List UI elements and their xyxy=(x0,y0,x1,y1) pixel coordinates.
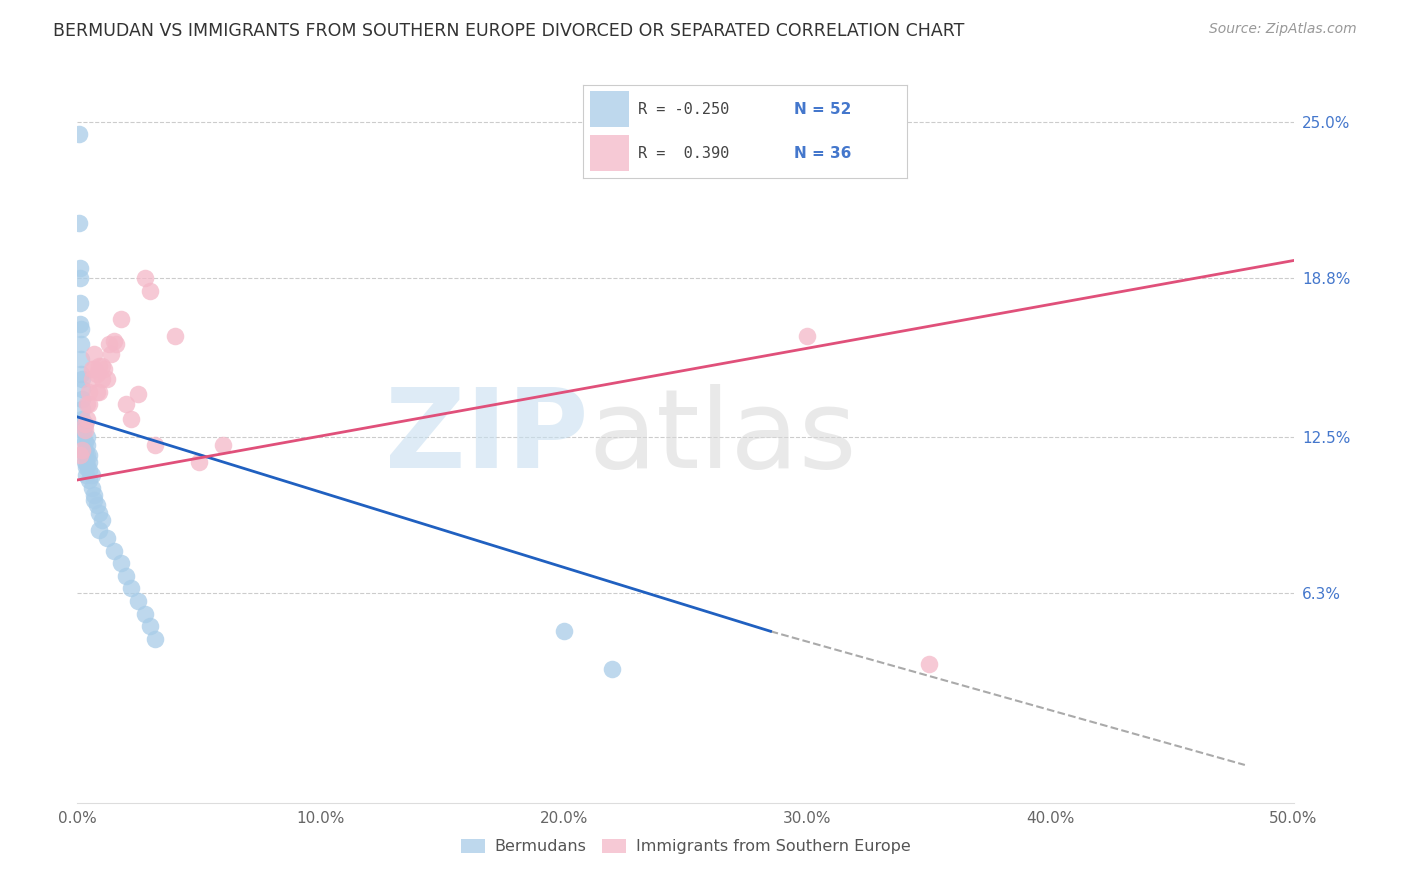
Point xyxy=(69,448,91,462)
Point xyxy=(76,458,98,472)
Point xyxy=(67,216,90,230)
Point xyxy=(212,437,235,451)
Point xyxy=(79,463,101,477)
Point xyxy=(89,524,111,538)
Point xyxy=(120,412,142,426)
Point xyxy=(103,334,125,349)
Point xyxy=(76,430,98,444)
Point xyxy=(79,455,101,469)
Text: N = 52: N = 52 xyxy=(793,102,851,117)
Point xyxy=(134,271,156,285)
Point xyxy=(796,329,818,343)
Point xyxy=(96,531,118,545)
Point xyxy=(79,448,101,462)
Text: R = -0.250: R = -0.250 xyxy=(638,102,730,117)
Point xyxy=(110,311,132,326)
Text: atlas: atlas xyxy=(588,384,856,491)
Point xyxy=(75,467,97,482)
Point xyxy=(83,493,105,508)
Point xyxy=(73,417,96,432)
Text: BERMUDAN VS IMMIGRANTS FROM SOUTHERN EUROPE DIVORCED OR SEPARATED CORRELATION CH: BERMUDAN VS IMMIGRANTS FROM SOUTHERN EUR… xyxy=(53,22,965,40)
Point xyxy=(90,513,112,527)
Point xyxy=(134,607,156,621)
Point xyxy=(553,624,575,639)
Point xyxy=(139,284,162,298)
Point xyxy=(79,397,101,411)
Point xyxy=(105,336,128,351)
Point xyxy=(90,372,112,386)
Point xyxy=(73,435,96,450)
Point xyxy=(103,543,125,558)
Point xyxy=(70,402,93,417)
Legend: Bermudans, Immigrants from Southern Europe: Bermudans, Immigrants from Southern Euro… xyxy=(454,832,917,861)
Point xyxy=(83,347,105,361)
Text: N = 36: N = 36 xyxy=(793,145,851,161)
Point xyxy=(96,372,118,386)
Point xyxy=(115,397,138,411)
Point xyxy=(73,417,96,432)
Point xyxy=(100,347,122,361)
Point xyxy=(70,392,93,407)
Point xyxy=(70,336,93,351)
Point xyxy=(89,506,111,520)
Point xyxy=(70,382,93,396)
Point xyxy=(115,569,138,583)
Point xyxy=(120,582,142,596)
Point xyxy=(76,437,98,451)
Point xyxy=(70,442,93,457)
Point xyxy=(127,387,149,401)
Point xyxy=(143,632,166,646)
Point xyxy=(86,498,108,512)
Point xyxy=(70,351,93,366)
Point xyxy=(602,662,624,676)
Point xyxy=(86,384,108,399)
Point xyxy=(75,460,97,475)
Text: ZIP: ZIP xyxy=(385,384,588,491)
Point xyxy=(110,556,132,570)
Point xyxy=(70,412,93,426)
Text: R =  0.390: R = 0.390 xyxy=(638,145,730,161)
Point xyxy=(80,362,103,376)
Point xyxy=(72,423,94,437)
Point xyxy=(89,384,111,399)
Point xyxy=(73,448,96,462)
Point xyxy=(70,367,93,381)
Point xyxy=(72,430,94,444)
Point xyxy=(72,417,94,432)
Point xyxy=(80,481,103,495)
Point xyxy=(69,271,91,285)
Point xyxy=(70,321,93,335)
Point xyxy=(143,437,166,451)
Text: Source: ZipAtlas.com: Source: ZipAtlas.com xyxy=(1209,22,1357,37)
Point xyxy=(127,594,149,608)
Bar xyxy=(591,136,628,171)
Bar xyxy=(591,91,628,127)
Point xyxy=(83,362,105,376)
Point xyxy=(918,657,941,671)
Point xyxy=(69,261,91,276)
Point xyxy=(67,128,90,142)
Point xyxy=(73,455,96,469)
Point xyxy=(80,372,103,386)
Point xyxy=(70,372,93,386)
Point xyxy=(76,412,98,426)
Point xyxy=(83,488,105,502)
Point xyxy=(90,359,112,374)
Point xyxy=(163,329,186,343)
Point xyxy=(188,455,211,469)
Point xyxy=(73,423,96,437)
Point xyxy=(76,397,98,411)
Point xyxy=(76,448,98,462)
Point xyxy=(139,619,162,633)
Point xyxy=(69,296,91,310)
Point xyxy=(89,359,111,374)
Point xyxy=(69,317,91,331)
Point xyxy=(80,467,103,482)
Point xyxy=(79,473,101,487)
Point xyxy=(93,362,115,376)
Point xyxy=(97,336,120,351)
Point xyxy=(73,442,96,457)
Point xyxy=(79,384,101,399)
Point xyxy=(86,367,108,381)
